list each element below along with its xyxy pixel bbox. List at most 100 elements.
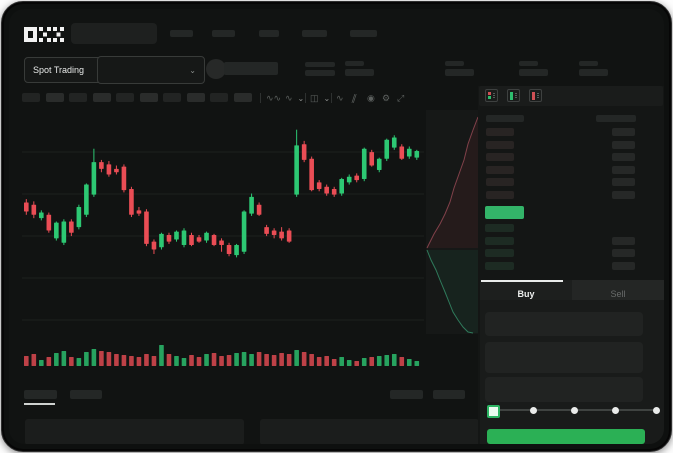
bottom-action-skeleton[interactable]: [390, 390, 423, 399]
okx-logo[interactable]: [24, 25, 68, 43]
ask-price-skeleton[interactable]: [486, 165, 514, 174]
volume-bar: [84, 352, 89, 366]
timeframe-button-skeleton[interactable]: [116, 93, 134, 102]
slider-stop-dot[interactable]: [652, 406, 660, 414]
buy-tab[interactable]: [480, 280, 572, 300]
ask-amount-skeleton[interactable]: [612, 178, 635, 187]
volume-bar: [174, 356, 179, 366]
bid-price-skeleton[interactable]: [485, 236, 514, 245]
timeframe-button-skeleton[interactable]: [69, 93, 87, 102]
bid-price-skeleton[interactable]: [485, 224, 514, 232]
nav-item-skeleton[interactable]: [170, 30, 193, 37]
toolbar-divider: [260, 93, 261, 103]
total-input[interactable]: [485, 377, 643, 402]
price-input[interactable]: [485, 312, 643, 336]
candle-body: [309, 158, 314, 191]
amount-input[interactable]: [485, 342, 643, 373]
ask-price-skeleton[interactable]: [486, 178, 514, 187]
book-asks-icon[interactable]: [529, 89, 542, 102]
sell-tab-label[interactable]: Sell: [610, 289, 626, 299]
candle-body: [24, 202, 29, 212]
ask-amount-skeleton[interactable]: [612, 165, 635, 174]
candle-body: [39, 212, 44, 219]
last-price-skeleton: [224, 62, 278, 75]
volume-bar: [399, 357, 405, 366]
candle-body: [354, 175, 360, 181]
stat-value-skeleton: [345, 69, 374, 76]
slider-stop-dot[interactable]: [611, 406, 619, 414]
nav-item-skeleton[interactable]: [212, 30, 235, 37]
timeframe-button-skeleton[interactable]: [233, 93, 252, 102]
slider-stop-dot[interactable]: [570, 406, 578, 414]
nav-item-skeleton[interactable]: [302, 30, 327, 37]
pair-avatar[interactable]: [206, 59, 226, 79]
candle-body: [286, 230, 292, 242]
bottom-tab-active[interactable]: [24, 390, 57, 399]
last-price-highlight[interactable]: [485, 206, 524, 219]
timeframe-button-skeleton[interactable]: [163, 93, 181, 102]
volume-bar: [121, 355, 127, 366]
ask-price-skeleton[interactable]: [486, 153, 514, 162]
sell-tab[interactable]: [572, 280, 664, 300]
volume-bar: [136, 357, 142, 366]
volume-bar: [391, 354, 397, 366]
candle-body: [121, 166, 127, 191]
volume-bar: [211, 353, 217, 366]
candle-body: [264, 227, 269, 234]
ask-amount-skeleton[interactable]: [612, 191, 635, 199]
bottom-action-skeleton[interactable]: [433, 390, 465, 399]
ask-amount-skeleton[interactable]: [612, 153, 635, 162]
volume-bar: [54, 353, 59, 366]
ask-price-skeleton[interactable]: [486, 140, 514, 149]
bid-amount-skeleton[interactable]: [612, 249, 635, 258]
candle-style-icon[interactable]: ◫ ⌄: [310, 93, 331, 103]
ask-amount-skeleton[interactable]: [612, 140, 635, 149]
candle-body: [271, 230, 277, 235]
timeframe-button-skeleton[interactable]: [186, 93, 205, 102]
candle-body: [256, 204, 262, 215]
ask-price-skeleton[interactable]: [486, 191, 514, 199]
bid-price-skeleton[interactable]: [485, 261, 514, 270]
book-combined-icon[interactable]: [485, 89, 498, 102]
candle-body: [376, 158, 382, 170]
camera-icon[interactable]: ◉: [367, 93, 375, 103]
volume-bar: [159, 345, 164, 366]
ask-price-skeleton[interactable]: [486, 128, 514, 136]
global-search-input[interactable]: [71, 23, 157, 44]
settings-gear-icon[interactable]: ⚙: [382, 93, 391, 103]
timeframe-button-skeleton[interactable]: [139, 93, 158, 102]
volume-bar: [76, 358, 82, 366]
wave-dropdown-icon[interactable]: ∿ ⌄: [285, 93, 305, 103]
book-bids-icon[interactable]: [507, 89, 520, 102]
nav-item-skeleton[interactable]: [350, 30, 377, 37]
toolbar-divider: [331, 93, 332, 103]
timeframe-button-skeleton[interactable]: [45, 93, 64, 102]
candle-body: [99, 162, 104, 169]
volume-bar: [144, 354, 149, 366]
fullscreen-expand-icon[interactable]: ⤢: [397, 93, 405, 103]
depth-pane-bg: [426, 110, 479, 334]
indicator-wave-icon[interactable]: ∿: [336, 93, 344, 103]
slider-handle[interactable]: [487, 405, 500, 418]
bid-amount-skeleton[interactable]: [612, 261, 635, 270]
timeframe-button-skeleton[interactable]: [92, 93, 111, 102]
volume-bar: [189, 355, 194, 366]
ask-amount-skeleton[interactable]: [612, 128, 635, 136]
bid-amount-skeleton[interactable]: [612, 236, 635, 245]
bottom-tab[interactable]: [70, 390, 102, 399]
open-orders-panel: [25, 419, 244, 444]
pair-selector-dropdown[interactable]: ⌄: [97, 56, 205, 84]
bid-price-skeleton[interactable]: [485, 249, 514, 258]
candle-body: [31, 204, 37, 215]
slider-stop-dot[interactable]: [529, 406, 537, 414]
timeframe-button-skeleton[interactable]: [210, 93, 228, 102]
timeframe-button-skeleton[interactable]: [22, 93, 40, 102]
volume-bar: [256, 352, 262, 366]
line-wave-icon[interactable]: ∿∿: [266, 93, 282, 103]
buy-tab-label[interactable]: Buy: [517, 289, 535, 299]
candle-body: [106, 164, 112, 175]
volume-bar: [99, 351, 104, 366]
buy-submit-button[interactable]: [487, 429, 645, 444]
nav-item-skeleton[interactable]: [259, 30, 279, 37]
candle-body: [91, 162, 97, 195]
